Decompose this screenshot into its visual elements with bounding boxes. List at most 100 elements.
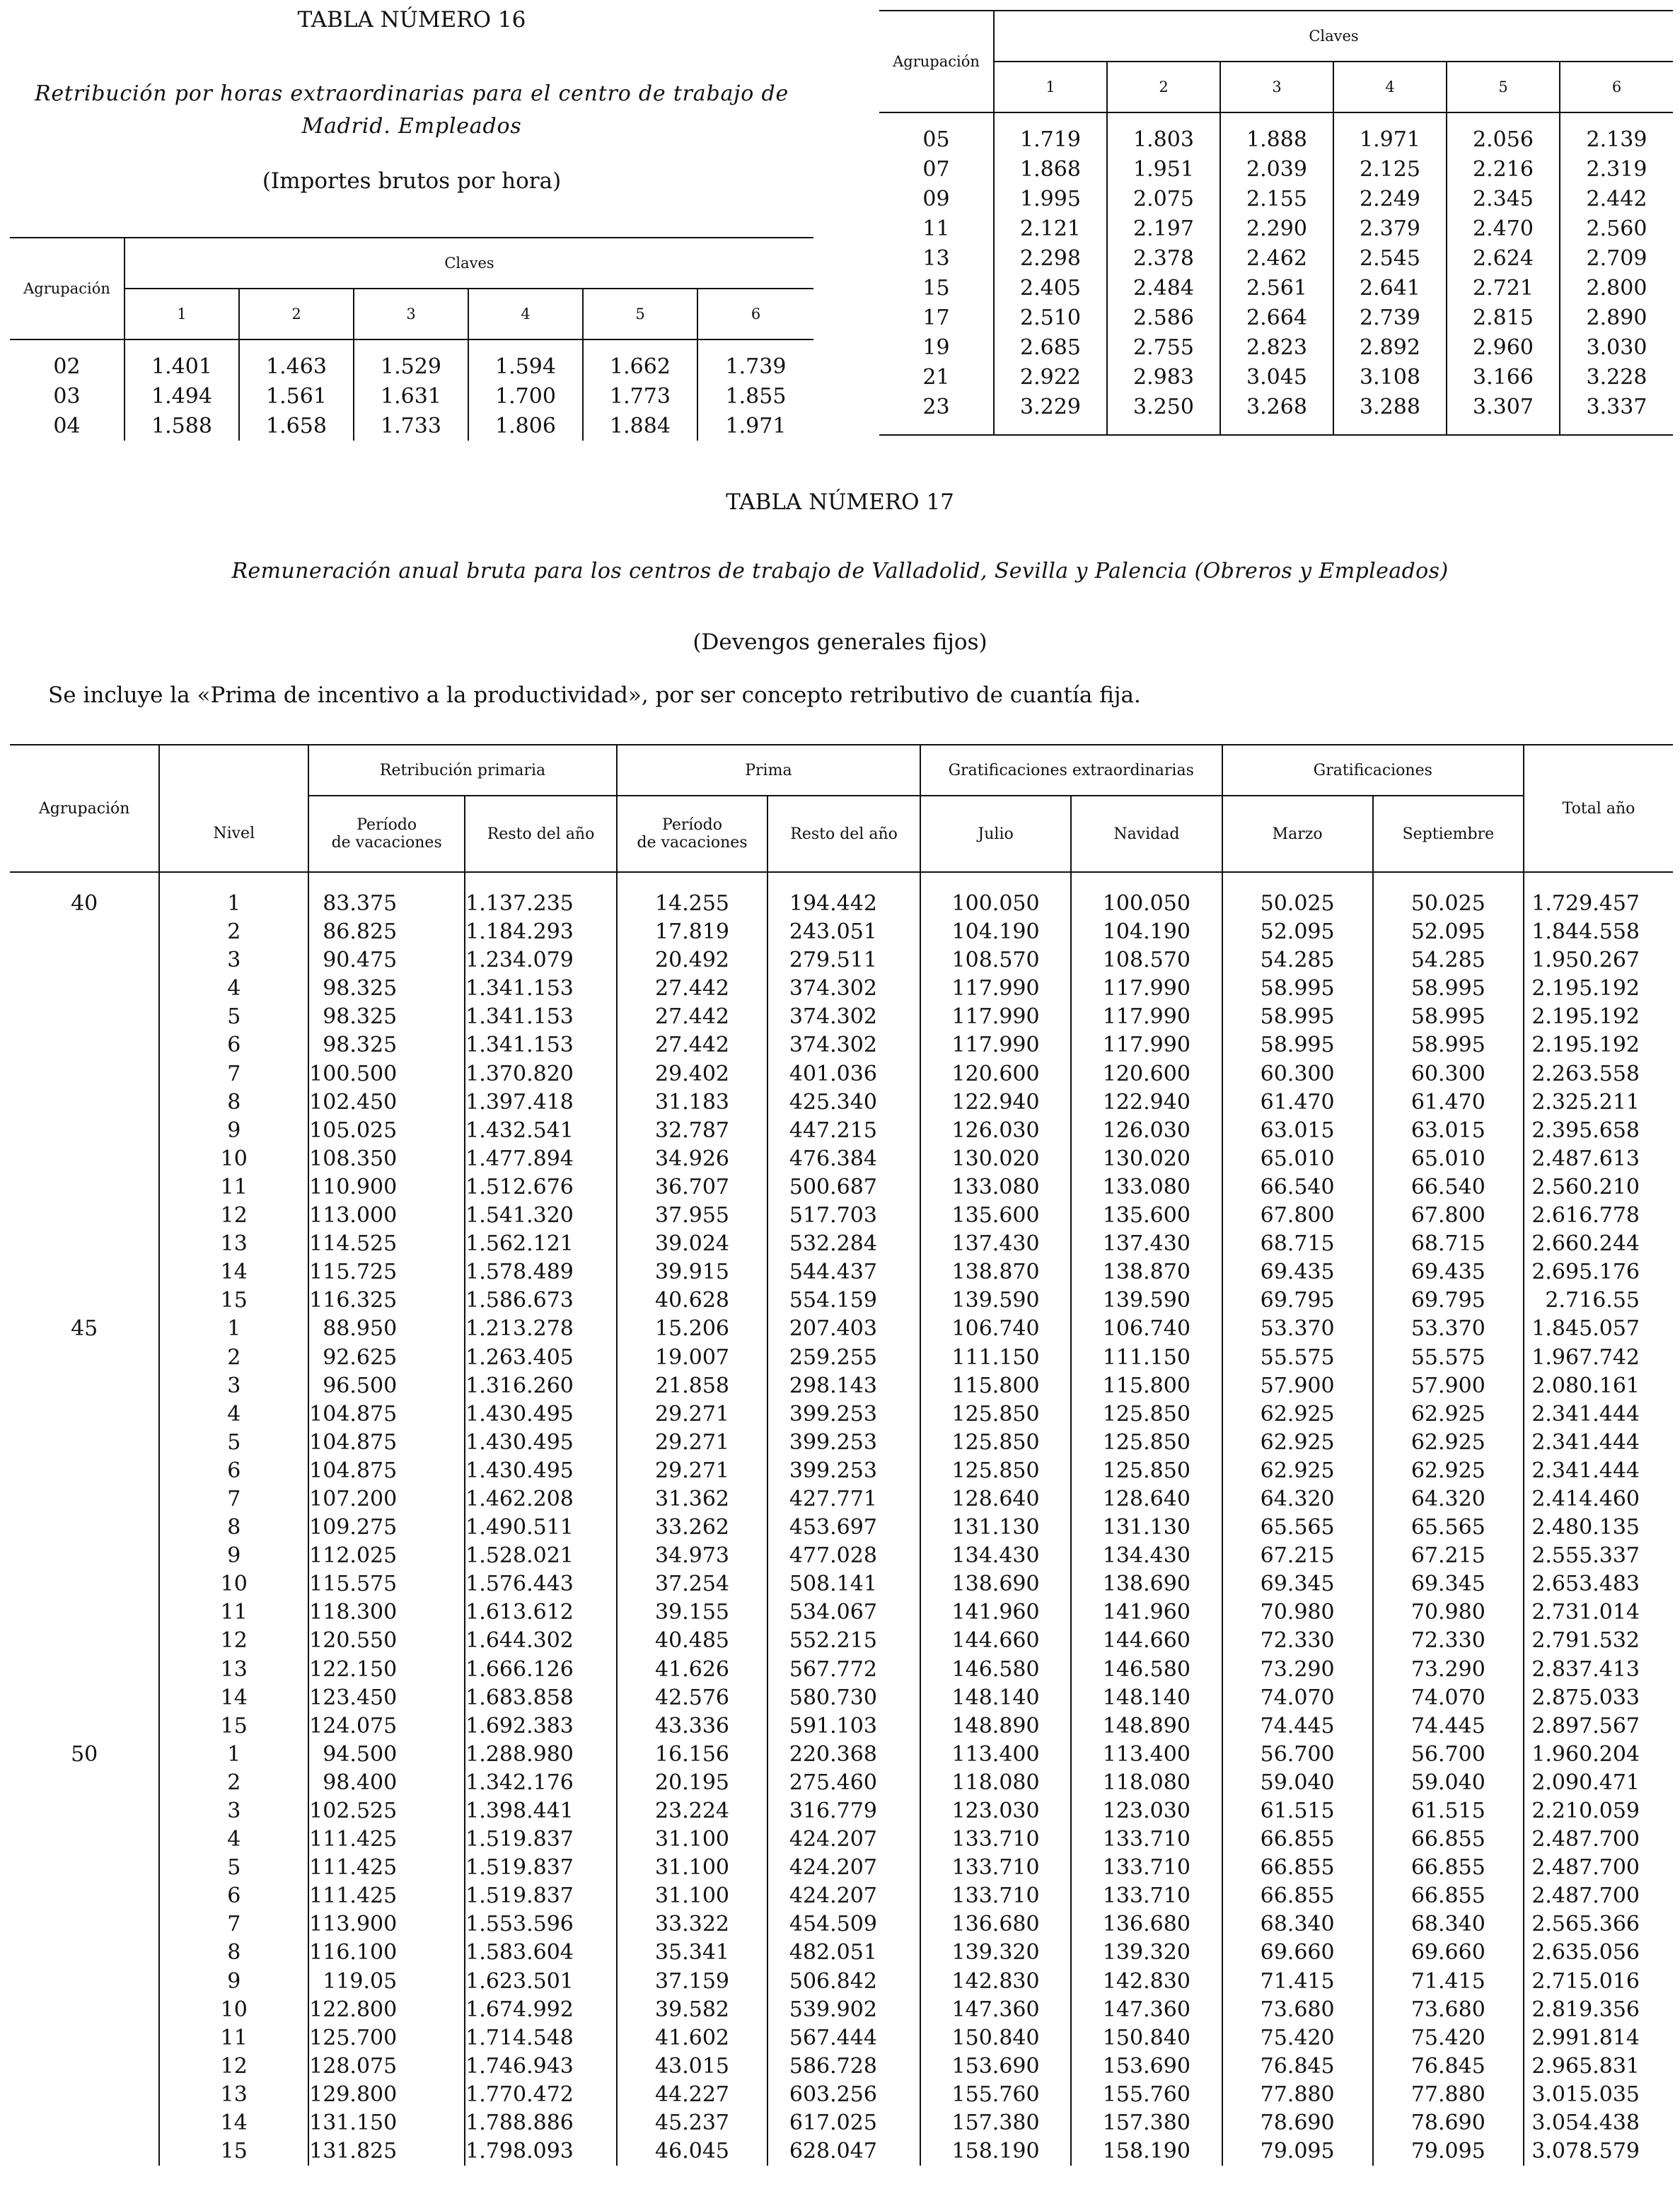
value-cell: 2.249 [1333,185,1447,214]
value-cell: 43.015 [616,2052,769,2081]
table-row: 12 113.000 1.541.320 37.955 517.703 135.600 13… [10,1202,1673,1231]
value-cell: 1.658 [239,412,354,441]
value-cell: 552.215 [767,1627,921,1656]
value-cell: 53.370 [1372,1315,1525,1344]
table-row: 15 2.405 2.484 2.561 2.641 2.721 2.800 [879,274,1673,303]
value-cell: 2.991.814 [1531,2025,1640,2050]
value-cell: 50.025 [1222,872,1374,919]
value-cell: 104.875 [308,1456,466,1485]
nivel-cell: 11 [159,1173,310,1202]
value-cell: 3.229 [994,393,1108,436]
value-cell: 194.442 [767,872,921,919]
value-cell: 111.425 [308,1854,466,1883]
value-cell: 58.995 [1222,1003,1374,1032]
value-cell: 75.420 [1372,2023,1525,2052]
value-cell: 1.971 [1333,112,1447,155]
value-cell: 150.840 [1071,2023,1223,2052]
value-cell: 424.207 [767,1854,921,1883]
nivel-cell: 12 [159,1202,310,1231]
value-cell: 3.054.438 [1531,2110,1640,2136]
nivel-cell: 10 [159,1144,310,1173]
value-cell: 157.380 [1071,2109,1223,2138]
value-cell: 2.263.558 [1531,1061,1640,1086]
value-cell: 29.271 [616,1428,769,1457]
value-cell: 137.430 [920,1230,1072,1259]
agrupacion-cell [10,1230,161,1259]
value-cell: 136.680 [920,1910,1072,1939]
value-cell: 119.05 [308,1967,466,1996]
value-cell: 68.715 [1222,1230,1374,1259]
value-cell: 37.955 [616,1202,769,1231]
value-cell: 1.263.405 [465,1343,618,1372]
value-cell: 2.487.613 [1531,1146,1640,1171]
agrupacion-cell: 04 [10,412,125,441]
value-cell: 65.010 [1372,1144,1525,1173]
value-cell: 3.288 [1333,393,1447,436]
value-cell: 122.800 [308,1995,466,2024]
value-cell: 79.095 [1222,2137,1374,2166]
value-cell: 19.007 [616,1343,769,1372]
value-cell: 20.492 [616,946,769,975]
nivel-cell: 9 [159,1542,310,1571]
value-cell: 1.719 [994,112,1108,155]
value-cell: 46.045 [616,2137,769,2166]
value-cell: 2.341.444 [1531,1429,1640,1455]
value-cell: 74.070 [1222,1683,1374,1712]
nivel-cell: 6 [159,1031,310,1060]
value-cell: 128.640 [920,1485,1072,1514]
agrupacion-cell [10,1598,161,1627]
value-cell: 33.262 [616,1514,769,1543]
value-cell: 86.825 [308,918,466,947]
value-cell: 1.512.676 [465,1173,618,1202]
value-cell: 144.660 [1071,1627,1223,1656]
nivel-cell: 10 [159,1995,310,2024]
value-cell: 374.302 [767,1003,921,1032]
agrupacion-cell [10,1031,161,1060]
value-cell: 148.890 [920,1712,1072,1741]
table-row: 2 86.825 1.184.293 17.819 243.051 104.190 104.… [10,918,1673,947]
table-row: 13 114.525 1.562.121 39.024 532.284 137.430 13… [10,1230,1673,1259]
agrupacion-cell: 17 [879,303,995,333]
value-cell: 1.370.820 [465,1059,618,1088]
value-cell: 33.322 [616,1910,769,1939]
value-cell: 298.143 [767,1371,921,1400]
value-cell: 1.519.837 [465,1854,618,1883]
value-cell: 20.195 [616,1768,769,1797]
value-cell: 41.626 [616,1655,769,1684]
value-cell: 69.345 [1222,1570,1374,1599]
value-cell: 2.379 [1333,214,1447,244]
value-cell: 39.582 [616,1995,769,2024]
value-cell: 275.460 [767,1768,921,1797]
value-cell: 52.095 [1222,918,1374,947]
value-cell: 2.325.211 [1531,1089,1640,1115]
value-cell: 115.800 [1071,1371,1223,1400]
value-cell: 138.870 [1071,1258,1223,1287]
navidad-header: Navidad [1071,796,1223,873]
value-cell: 1.729.457 [1531,891,1640,916]
value-cell: 1.868 [994,155,1108,185]
agrupacion-cell: 21 [879,363,995,393]
agrupacion-cell [10,1768,161,1797]
agrupacion-cell: 40 [10,872,161,919]
agrupacion-cell [10,1825,161,1854]
value-cell: 148.890 [1071,1712,1223,1741]
value-cell: 2.442 [1586,187,1647,211]
value-cell: 454.509 [767,1910,921,1939]
value-cell: 399.253 [767,1400,921,1429]
value-cell: 100.050 [920,872,1072,919]
table-row: 4 98.325 1.341.153 27.442 374.302 117.990 117.… [10,975,1673,1004]
value-cell: 92.625 [308,1343,466,1372]
value-cell: 56.700 [1222,1740,1374,1769]
table-row: 09 1.995 2.075 2.155 2.249 2.345 2.442 [879,185,1673,214]
gratificaciones-extraordinarias-header: Gratificaciones extraordinarias [920,744,1223,796]
nivel-cell: 4 [159,975,310,1004]
value-cell: 53.370 [1222,1315,1374,1344]
value-cell: 2.487.700 [1531,1855,1640,1881]
value-cell: 63.015 [1222,1116,1374,1145]
value-cell: 129.800 [308,2080,466,2110]
value-cell: 617.025 [767,2109,921,2138]
value-cell: 3.045 [1220,363,1334,393]
tabla17-devengos-note: (Devengos generales fijos) [693,629,987,655]
table-row: 9 119.05 1.623.501 37.159 506.842 142.830 142.… [10,1967,1673,1996]
value-cell: 2.210.059 [1531,1799,1640,1823]
